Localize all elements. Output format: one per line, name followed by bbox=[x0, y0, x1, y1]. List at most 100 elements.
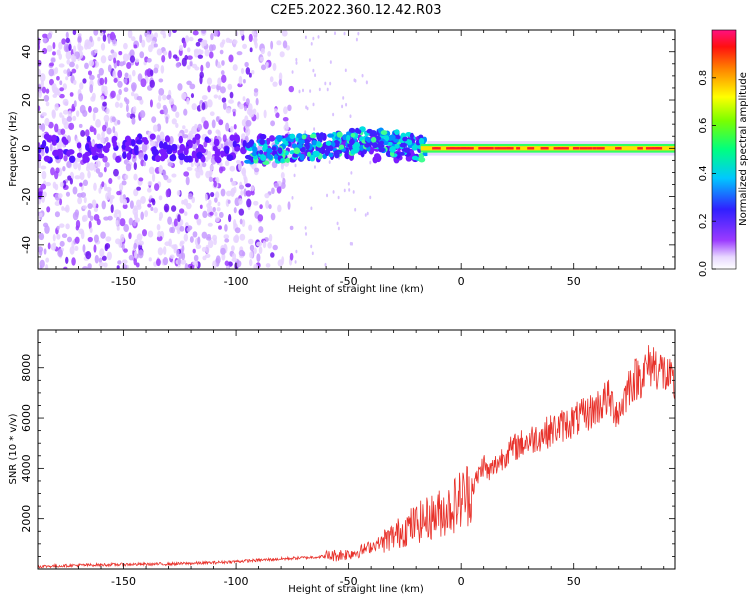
spectrogram-cell bbox=[126, 62, 132, 70]
spectrogram-cell bbox=[249, 251, 254, 259]
spectrogram-ylabel: Frequency (Hz) bbox=[8, 111, 19, 187]
spectrogram-cell bbox=[265, 200, 270, 209]
spectrogram-cell bbox=[229, 125, 234, 133]
spectrogram-panel: -150 -100 -50 0 50 -40 -20 0 20 40 Height of stra… bbox=[8, 29, 676, 295]
spectrogram-cell bbox=[172, 54, 178, 59]
spectrogram-cell bbox=[245, 183, 252, 188]
spectrogram-cell bbox=[294, 163, 297, 168]
spectrogram-cell bbox=[77, 35, 82, 44]
spectrogram-cell bbox=[124, 146, 132, 152]
spectrogram-cell bbox=[328, 145, 334, 152]
spectrogram-cell bbox=[74, 209, 80, 218]
spectrogram-cell bbox=[224, 146, 230, 155]
spectrogram-cell bbox=[227, 83, 233, 90]
spectrogram-cell bbox=[313, 127, 316, 131]
spectrogram-cell bbox=[342, 96, 345, 100]
spectrogram-cell bbox=[186, 166, 193, 171]
spectrogram-cell bbox=[141, 39, 146, 48]
spectrogram-cell bbox=[232, 39, 237, 48]
spectrogram-cell bbox=[113, 212, 118, 218]
spectrogram-cell bbox=[82, 78, 87, 84]
colorbar-tick-label: 0.2 bbox=[698, 213, 709, 229]
spectrogram-cell bbox=[75, 225, 80, 231]
spectrogram-cell bbox=[39, 259, 45, 268]
spectrogram-cell bbox=[173, 246, 177, 254]
spectrogram-cell bbox=[352, 144, 357, 150]
spectrogram-cell bbox=[47, 242, 51, 250]
spectrogram-cell bbox=[409, 132, 414, 140]
spectrogram-cell bbox=[177, 257, 181, 266]
spectrogram-cell bbox=[295, 61, 298, 65]
spectrogram-cell bbox=[302, 88, 305, 93]
spectrogram-cell bbox=[197, 123, 203, 131]
spectrogram-cell bbox=[178, 153, 186, 161]
spectrogram-cell bbox=[101, 200, 106, 210]
spectrogram-cell bbox=[186, 47, 191, 53]
spectrogram-cell bbox=[334, 31, 337, 36]
spectrogram-cell bbox=[285, 136, 291, 142]
spectrogram-cell bbox=[289, 225, 294, 231]
spectrogram-cell bbox=[293, 173, 296, 178]
spectrogram-cell bbox=[184, 262, 189, 269]
spectrogram-cell bbox=[249, 259, 253, 267]
spectrogram-cell bbox=[215, 216, 220, 223]
spectrogram-cell bbox=[56, 76, 60, 81]
spectrogram-cell bbox=[220, 74, 227, 84]
spectrogram-cell bbox=[282, 177, 286, 185]
spectrogram-cell bbox=[113, 57, 117, 64]
spectrogram-cell bbox=[75, 64, 79, 70]
spectrogram-cell bbox=[267, 241, 272, 249]
spectrogram-cell bbox=[94, 49, 98, 54]
spectrogram-cell bbox=[259, 204, 263, 210]
spectrogram-cell bbox=[106, 251, 112, 261]
figure-title: C2E5.2022.360.12.42.R03 bbox=[270, 3, 441, 18]
spectrogram-cell bbox=[280, 158, 285, 163]
spectrogram-cell bbox=[224, 238, 230, 243]
spectrogram-cell bbox=[228, 214, 232, 223]
spectrogram-cell bbox=[80, 230, 85, 240]
spectrogram-cell bbox=[66, 116, 73, 122]
spectrogram-cell bbox=[233, 186, 237, 194]
spectrogram-cell bbox=[161, 148, 167, 154]
spectrogram-cell bbox=[138, 249, 144, 259]
spectrogram-cell bbox=[76, 192, 83, 198]
spectrogram-cell bbox=[52, 51, 56, 56]
spectrogram-carrier-peak bbox=[446, 147, 454, 150]
spectrogram-cell bbox=[148, 257, 152, 262]
spectrogram-cell bbox=[312, 150, 320, 157]
spectrogram-cell bbox=[63, 69, 68, 74]
spectrogram-cell bbox=[134, 58, 140, 63]
spectrogram-cell bbox=[222, 134, 227, 143]
spectrogram-cell bbox=[54, 211, 61, 218]
spectrogram-cell bbox=[100, 231, 106, 239]
spectrogram-cell bbox=[308, 58, 311, 62]
spectrogram-cell bbox=[233, 207, 237, 214]
spectrogram-cell bbox=[240, 146, 247, 155]
x-tick-label: -50 bbox=[340, 275, 358, 288]
spectrogram-cell bbox=[126, 112, 131, 118]
spectrogram-cell bbox=[153, 43, 158, 48]
spectrogram-cell bbox=[269, 76, 274, 83]
spectrogram-cell bbox=[129, 49, 135, 58]
spectrogram-cell bbox=[361, 73, 364, 78]
spectrogram-cell bbox=[72, 55, 77, 63]
spectrogram-cell bbox=[172, 104, 177, 112]
spectrogram-cell bbox=[98, 171, 104, 178]
spectrogram-cell bbox=[79, 182, 83, 187]
spectrogram-cell bbox=[324, 262, 327, 267]
spectrogram-cell bbox=[347, 182, 350, 186]
spectrogram-cell bbox=[88, 105, 92, 113]
x-tick-label: -150 bbox=[111, 275, 136, 288]
spectrogram-cell bbox=[62, 98, 69, 106]
spectrogram-cell bbox=[143, 161, 147, 167]
spectrogram-carrier-peak bbox=[617, 147, 621, 150]
x-tick-label: 50 bbox=[567, 575, 581, 588]
spectrogram-cell bbox=[225, 122, 230, 132]
spectrogram-cell bbox=[218, 95, 222, 100]
spectrogram-cell bbox=[133, 44, 138, 49]
spectrogram-cell bbox=[91, 199, 97, 209]
spectrogram-cell bbox=[249, 244, 255, 252]
spectrogram-cell bbox=[46, 45, 53, 52]
spectrogram-cell bbox=[214, 154, 219, 162]
spectrogram-cell bbox=[164, 241, 171, 247]
